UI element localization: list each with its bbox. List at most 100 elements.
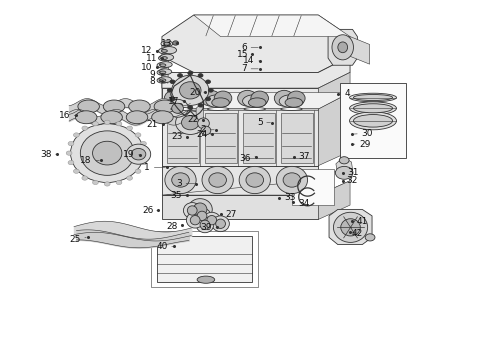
- Ellipse shape: [251, 91, 269, 105]
- Ellipse shape: [78, 100, 99, 113]
- Polygon shape: [162, 72, 194, 108]
- Ellipse shape: [135, 133, 141, 137]
- Text: 6: 6: [241, 43, 258, 52]
- Ellipse shape: [169, 95, 194, 108]
- Ellipse shape: [197, 276, 215, 283]
- Ellipse shape: [68, 141, 74, 146]
- Ellipse shape: [164, 90, 184, 106]
- Ellipse shape: [66, 151, 72, 155]
- Ellipse shape: [353, 104, 392, 113]
- Ellipse shape: [161, 41, 172, 46]
- Text: 30: 30: [354, 129, 373, 138]
- Ellipse shape: [74, 169, 79, 174]
- Text: 27: 27: [220, 210, 237, 219]
- Ellipse shape: [172, 41, 178, 45]
- Polygon shape: [162, 56, 350, 88]
- Bar: [281, 113, 313, 163]
- Ellipse shape: [190, 216, 200, 225]
- Ellipse shape: [126, 144, 151, 164]
- Ellipse shape: [274, 90, 294, 106]
- Bar: [167, 113, 198, 163]
- Ellipse shape: [276, 166, 308, 194]
- Polygon shape: [162, 108, 318, 110]
- Ellipse shape: [193, 203, 207, 216]
- Text: 5: 5: [257, 118, 270, 127]
- Ellipse shape: [283, 173, 301, 187]
- Ellipse shape: [160, 64, 166, 67]
- Ellipse shape: [170, 97, 175, 101]
- Ellipse shape: [179, 82, 201, 99]
- Ellipse shape: [159, 69, 171, 75]
- Ellipse shape: [285, 98, 303, 107]
- Ellipse shape: [338, 42, 347, 53]
- Ellipse shape: [143, 151, 148, 155]
- Text: 19: 19: [123, 150, 140, 159]
- Ellipse shape: [74, 133, 79, 137]
- Ellipse shape: [93, 122, 98, 126]
- Polygon shape: [318, 72, 350, 108]
- Polygon shape: [162, 195, 318, 220]
- Ellipse shape: [246, 173, 264, 187]
- Polygon shape: [328, 30, 357, 65]
- Bar: [293, 169, 334, 205]
- Text: 38: 38: [40, 150, 57, 159]
- Ellipse shape: [141, 161, 147, 165]
- Bar: [205, 113, 237, 163]
- Text: 10: 10: [141, 63, 157, 72]
- Ellipse shape: [161, 49, 167, 52]
- Polygon shape: [162, 88, 318, 108]
- Ellipse shape: [281, 108, 302, 111]
- Ellipse shape: [162, 46, 176, 54]
- Ellipse shape: [159, 55, 170, 61]
- Ellipse shape: [214, 91, 232, 105]
- Ellipse shape: [181, 116, 199, 130]
- Ellipse shape: [160, 79, 166, 82]
- Ellipse shape: [82, 126, 88, 130]
- Ellipse shape: [82, 176, 88, 180]
- Ellipse shape: [335, 166, 353, 179]
- Ellipse shape: [93, 180, 98, 185]
- Ellipse shape: [175, 98, 193, 107]
- Ellipse shape: [365, 234, 375, 241]
- Ellipse shape: [206, 97, 211, 101]
- Text: 31: 31: [343, 168, 359, 177]
- Polygon shape: [329, 210, 372, 244]
- Ellipse shape: [160, 54, 173, 60]
- Text: 15: 15: [237, 50, 252, 59]
- Text: 12: 12: [141, 46, 157, 55]
- Ellipse shape: [170, 80, 175, 84]
- Text: 41: 41: [351, 217, 368, 226]
- Ellipse shape: [141, 141, 147, 146]
- Ellipse shape: [201, 126, 211, 135]
- Text: 3: 3: [176, 179, 195, 188]
- Ellipse shape: [196, 217, 214, 233]
- Ellipse shape: [187, 206, 197, 215]
- Ellipse shape: [80, 131, 134, 175]
- Bar: [243, 113, 275, 163]
- Ellipse shape: [341, 219, 360, 236]
- Ellipse shape: [200, 220, 210, 229]
- Bar: [151, 231, 258, 287]
- Text: 13: 13: [161, 39, 176, 48]
- Ellipse shape: [207, 216, 217, 225]
- Ellipse shape: [349, 102, 396, 115]
- Ellipse shape: [129, 100, 150, 113]
- Ellipse shape: [71, 124, 144, 183]
- Ellipse shape: [175, 111, 205, 134]
- Ellipse shape: [127, 126, 132, 130]
- Ellipse shape: [127, 176, 132, 180]
- Ellipse shape: [101, 111, 122, 124]
- Text: 33: 33: [279, 193, 295, 202]
- Ellipse shape: [164, 42, 170, 45]
- Ellipse shape: [202, 166, 233, 194]
- Text: 35: 35: [170, 190, 186, 199]
- Ellipse shape: [248, 98, 266, 107]
- Ellipse shape: [177, 91, 195, 105]
- Text: 9: 9: [149, 70, 161, 79]
- Text: 14: 14: [243, 57, 260, 66]
- Ellipse shape: [172, 103, 183, 113]
- Polygon shape: [162, 109, 318, 166]
- Ellipse shape: [177, 103, 182, 107]
- Text: 18: 18: [80, 156, 99, 165]
- Text: 8: 8: [149, 77, 161, 86]
